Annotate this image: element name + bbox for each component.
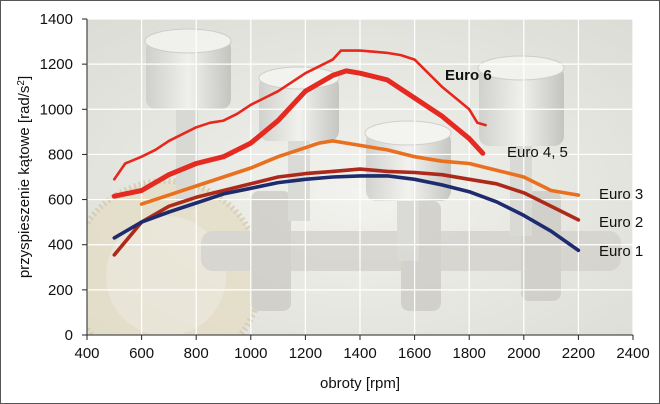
y-tick-label-800: 800	[48, 146, 73, 163]
series-label-euro3: Euro 3	[599, 186, 643, 203]
y-axis-title-sup: 2	[16, 80, 27, 86]
series-label-euro45: Euro 4, 5	[507, 144, 568, 161]
series-label-euro6: Euro 6	[445, 67, 492, 84]
x-tick-label-1400: 1400	[343, 345, 376, 362]
series-label-euro2: Euro 2	[599, 214, 643, 231]
y-axis-title: przyspieszenie kątowe [rad/s2]	[16, 76, 34, 278]
x-tick-label-1200: 1200	[289, 345, 322, 362]
y-tick-label-0: 0	[65, 327, 73, 344]
x-tick-label-1000: 1000	[234, 345, 267, 362]
x-tick-label-2200: 2200	[562, 345, 595, 362]
x-tick-label-2400: 2400	[616, 345, 649, 362]
y-tick-label-600: 600	[48, 192, 73, 209]
x-tick-label-800: 800	[184, 345, 209, 362]
y-tick-label-200: 200	[48, 282, 73, 299]
series-line-euro-4-5	[111, 68, 486, 199]
y-axis-title-close: ]	[16, 76, 33, 80]
x-axis-title: obroty [rpm]	[320, 375, 400, 392]
y-tick-label-1400: 1400	[40, 11, 73, 28]
x-tick-label-2000: 2000	[507, 345, 540, 362]
series-label-euro1: Euro 1	[599, 243, 643, 260]
y-axis-title-main: przyspieszenie kątowe [rad/s	[16, 86, 33, 279]
x-tick-label-600: 600	[129, 345, 154, 362]
series-line-euro-1	[112, 174, 581, 253]
y-tick-label-1200: 1200	[40, 56, 73, 73]
x-tick-label-400: 400	[74, 345, 99, 362]
series-line-euro-2	[112, 167, 581, 257]
axis-layer: 400 600 800 1000 1200 1400 1600 1800 2000 2200 240…	[40, 11, 650, 362]
series-layer	[111, 49, 581, 257]
series-line-euro-6	[113, 49, 487, 181]
y-tick-label-400: 400	[48, 237, 73, 254]
series-line-euro-3	[139, 139, 581, 206]
x-tick-label-1800: 1800	[453, 345, 486, 362]
y-tick-label-1000: 1000	[40, 101, 73, 118]
x-tick-label-1600: 1600	[398, 345, 431, 362]
